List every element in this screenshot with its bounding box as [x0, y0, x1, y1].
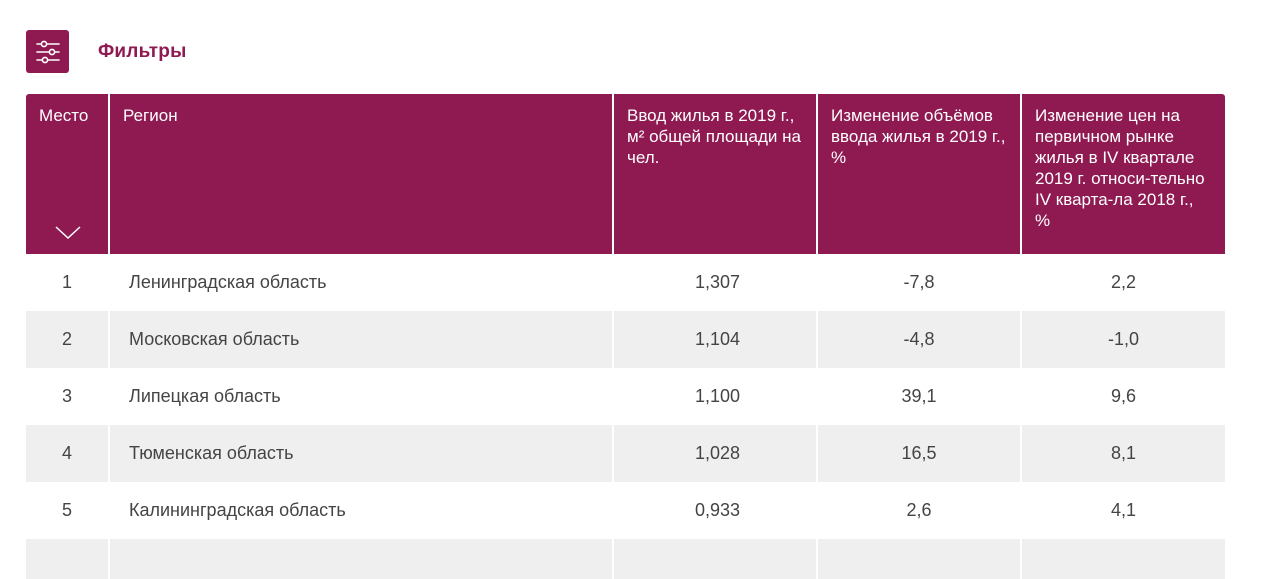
- cell-empty: [1022, 539, 1225, 579]
- cell-empty: [110, 539, 614, 579]
- cell-price-change: 8,1: [1022, 425, 1225, 482]
- cell-housing-per-capita: 1,028: [614, 425, 818, 482]
- sliders-icon: [35, 40, 60, 63]
- cell-volume-change: -4,8: [818, 311, 1022, 368]
- cell-rank: 3: [26, 368, 110, 425]
- cell-housing-per-capita: 0,933: [614, 482, 818, 539]
- cell-volume-change: -7,8: [818, 254, 1022, 311]
- cell-housing-per-capita: 1,104: [614, 311, 818, 368]
- table-header-row: Место Регион Ввод жилья в 2019 г., м² об…: [26, 94, 1225, 254]
- header-rank[interactable]: Место: [26, 94, 110, 254]
- cell-volume-change: 2,6: [818, 482, 1022, 539]
- cell-region: Липецкая область: [110, 368, 614, 425]
- cell-empty: [614, 539, 818, 579]
- header-housing-per-capita[interactable]: Ввод жилья в 2019 г., м² общей площади н…: [614, 94, 818, 254]
- filters-bar: Фильтры: [26, 30, 187, 73]
- cell-housing-per-capita: 1,307: [614, 254, 818, 311]
- cell-rank: 5: [26, 482, 110, 539]
- header-price-change[interactable]: Изменение цен на первичном рынке жилья в…: [1022, 94, 1225, 254]
- cell-region: Калининградская область: [110, 482, 614, 539]
- table-row: 4 Тюменская область 1,028 16,5 8,1: [26, 425, 1225, 482]
- table-row: 1 Ленинградская область 1,307 -7,8 2,2: [26, 254, 1225, 311]
- cell-price-change: 2,2: [1110, 272, 1137, 292]
- cell-price-change: 9,6: [1110, 386, 1137, 406]
- table-row: 5 Калининградская область 0,933 2,6 4,1: [26, 482, 1225, 539]
- cell-empty: [818, 539, 1022, 579]
- cell-region: Тюменская область: [110, 425, 614, 482]
- header-region[interactable]: Регион: [110, 94, 614, 254]
- header-volume-change[interactable]: Изменение объёмов ввода жилья в 2019 г.,…: [818, 94, 1022, 254]
- chevron-down-icon[interactable]: [55, 226, 81, 240]
- ranking-table: Место Регион Ввод жилья в 2019 г., м² об…: [26, 94, 1225, 579]
- cell-rank: 4: [26, 425, 110, 482]
- header-rank-label: Место: [39, 106, 89, 125]
- cell-price-change: 4,1: [1110, 500, 1137, 520]
- cell-empty: [26, 539, 110, 579]
- table-row: 3 Липецкая область 1,100 39,1 9,6: [26, 368, 1225, 425]
- cell-price-change: -1,0: [1022, 311, 1225, 368]
- filters-label[interactable]: Фильтры: [98, 40, 187, 62]
- cell-region: Ленинградская область: [110, 254, 614, 311]
- cell-rank: 2: [26, 311, 110, 368]
- cell-region: Московская область: [110, 311, 614, 368]
- cell-rank: 1: [26, 254, 110, 311]
- cell-volume-change: 39,1: [818, 368, 1022, 425]
- filters-button[interactable]: [26, 30, 69, 73]
- cell-volume-change: 16,5: [818, 425, 1022, 482]
- table-row: 2 Московская область 1,104 -4,8 -1,0: [26, 311, 1225, 368]
- cell-housing-per-capita: 1,100: [614, 368, 818, 425]
- table-row-partial: [26, 539, 1225, 579]
